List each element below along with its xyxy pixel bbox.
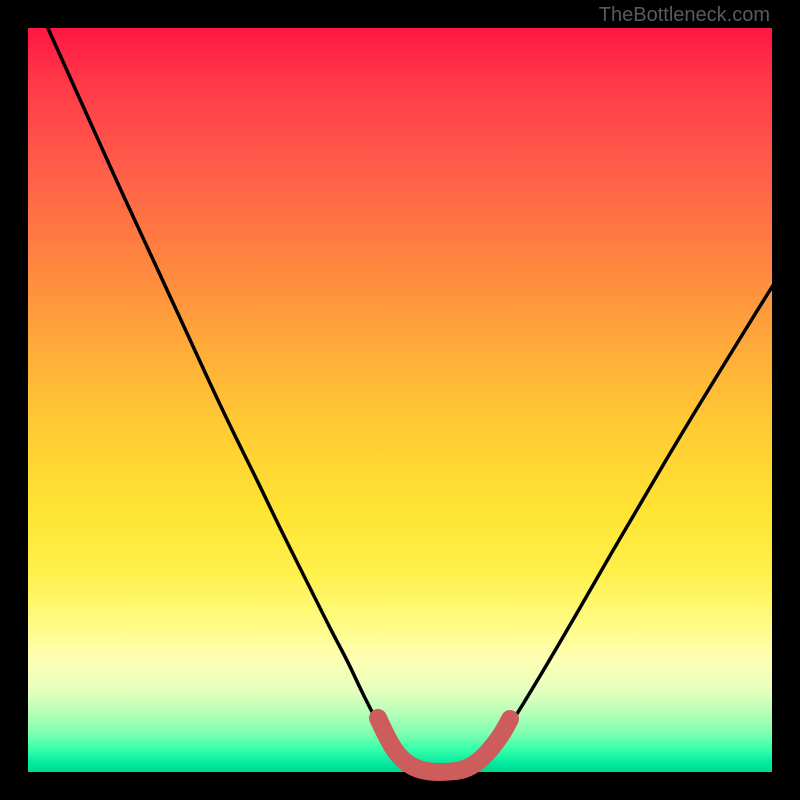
highlight-segment [378,718,510,772]
bottleneck-curve [38,6,794,772]
chart-canvas: TheBottleneck.com [0,0,800,800]
chart-curves-svg [0,0,800,800]
